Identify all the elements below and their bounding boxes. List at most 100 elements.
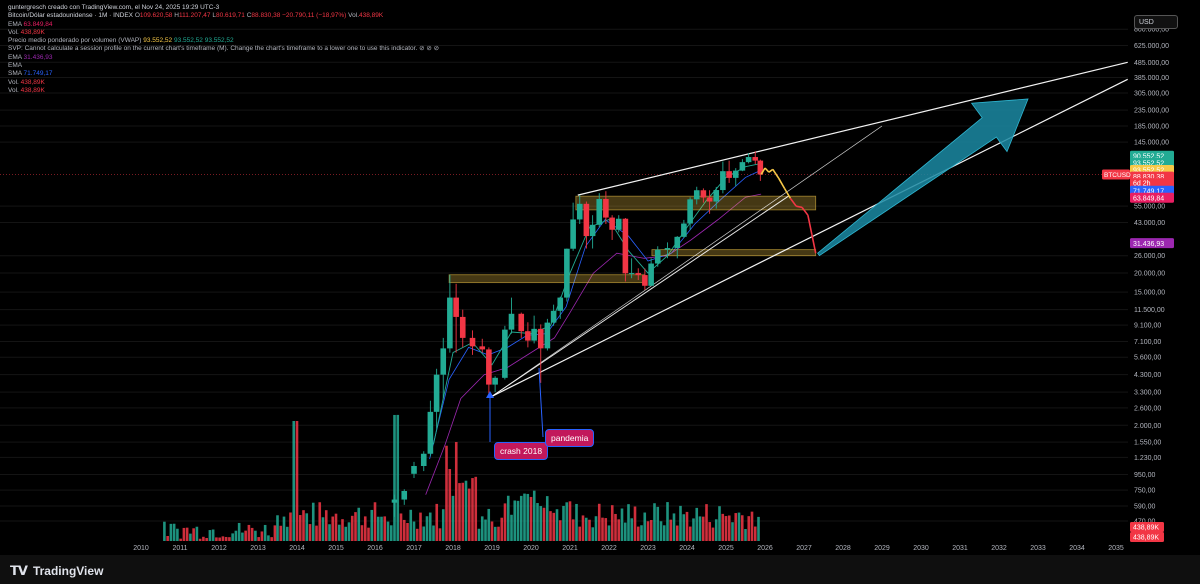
volume-bar bbox=[588, 519, 591, 541]
volume-bar bbox=[267, 535, 270, 541]
candle-body bbox=[492, 377, 498, 385]
svp-hidden-icons[interactable]: ⊘ ⊘ ⊘ bbox=[419, 45, 440, 53]
y-tick-label: 11.500,00 bbox=[1134, 307, 1165, 314]
ema-line-1[interactable]: EMA 63.849,84 bbox=[8, 21, 439, 29]
projection-segment bbox=[760, 167, 766, 175]
x-tick-label: 2033 bbox=[1030, 545, 1046, 552]
candle-body bbox=[427, 411, 434, 454]
volume-bar bbox=[273, 525, 277, 541]
volume-bar bbox=[202, 536, 205, 541]
x-tick-label: 2035 bbox=[1108, 545, 1124, 552]
candle-body bbox=[486, 349, 492, 385]
tradingview-brand[interactable]: 𝗧𝗩 TradingView bbox=[10, 563, 103, 579]
volume-bar bbox=[360, 525, 364, 541]
candle-body bbox=[537, 328, 544, 349]
candle-body bbox=[687, 199, 693, 224]
currency-selector[interactable]: USD bbox=[1134, 15, 1178, 29]
annotation-crash-2018[interactable]: crash 2018 bbox=[494, 442, 549, 460]
ema-line-3[interactable]: EMA bbox=[8, 62, 439, 70]
volume-bar bbox=[744, 528, 747, 541]
sma-line bbox=[429, 169, 762, 460]
y-tick-label: 7.100,00 bbox=[1134, 339, 1161, 346]
x-tick-label: 2016 bbox=[367, 545, 383, 552]
volume-bar bbox=[692, 518, 695, 541]
projection-segment bbox=[801, 206, 809, 216]
volume-bar bbox=[211, 529, 215, 541]
volume-bar bbox=[260, 531, 264, 541]
svp-line[interactable]: SVP: Cannot calculate a session profile … bbox=[8, 45, 439, 53]
volume-bar bbox=[409, 509, 413, 541]
volume-bar bbox=[757, 516, 760, 541]
vwap-value-3: 93.552,52 bbox=[204, 37, 234, 45]
ema1-value: 63.849,84 bbox=[23, 20, 53, 28]
target-arrow bbox=[486, 98, 1029, 442]
x-tick-label: 2013 bbox=[250, 545, 266, 552]
volume-bar bbox=[620, 508, 624, 541]
volume-bar bbox=[179, 538, 182, 541]
ohlc-l-key: L bbox=[212, 12, 216, 20]
volume-bar bbox=[451, 495, 455, 541]
candle-body bbox=[615, 218, 622, 230]
volume-bar bbox=[604, 518, 608, 541]
candle-body bbox=[757, 160, 764, 175]
volume-bar bbox=[506, 495, 510, 541]
y-tick-label: 185.000,00 bbox=[1134, 124, 1169, 131]
candle-body bbox=[447, 297, 453, 349]
candle-body bbox=[469, 337, 476, 347]
volume-bar bbox=[341, 519, 344, 541]
projection-segment bbox=[811, 234, 817, 254]
pandemic-pointer bbox=[538, 367, 544, 438]
volume-bar bbox=[679, 505, 682, 541]
annotation-pandemic[interactable]: pandemia bbox=[545, 429, 595, 447]
volume-label-text: 438,89K bbox=[1133, 525, 1159, 532]
support-zone bbox=[651, 249, 817, 257]
candle-body bbox=[681, 223, 687, 237]
vol-line-2[interactable]: Vol. 438,89K bbox=[8, 79, 439, 87]
axes: 800.000,00 625.000,00 485.000,00 385.000,00… bbox=[133, 27, 1174, 552]
x-tick-label: 2020 bbox=[523, 545, 539, 552]
x-tick-label: 2031 bbox=[952, 545, 968, 552]
ohlc-o-key: O bbox=[134, 12, 140, 20]
volume-bar bbox=[461, 482, 465, 541]
price-label-box bbox=[1130, 192, 1174, 203]
volume-bar bbox=[285, 526, 289, 541]
volume-bar bbox=[331, 516, 335, 541]
vol1-key: Vol. bbox=[8, 28, 19, 36]
vwap-line[interactable]: Precio medio ponderado por volumen (VWAP… bbox=[8, 37, 439, 45]
candle-body bbox=[648, 263, 654, 286]
volume-bar bbox=[244, 530, 247, 541]
y-tick-label: 750,00 bbox=[1134, 488, 1156, 495]
x-tick-label: 2034 bbox=[1069, 545, 1085, 552]
volume-bar bbox=[276, 515, 279, 541]
projection-segment bbox=[807, 215, 813, 235]
volume-bar bbox=[328, 524, 331, 541]
volume-bar bbox=[195, 526, 199, 541]
volume-bar bbox=[539, 506, 543, 541]
projection-segment bbox=[796, 205, 803, 209]
projection-segment bbox=[789, 197, 797, 207]
candle-body bbox=[642, 275, 648, 286]
trend-lines bbox=[491, 61, 1128, 397]
ema-line-2[interactable]: EMA 31.436,93 bbox=[8, 54, 439, 62]
price-label-text: 63.849,84 bbox=[1133, 195, 1164, 202]
volume-bar bbox=[350, 515, 354, 541]
sma-line[interactable]: SMA 71.749,17 bbox=[8, 70, 439, 78]
volume-bar bbox=[318, 502, 322, 541]
volume-bar bbox=[370, 509, 374, 541]
volume-bar bbox=[298, 515, 302, 541]
volume-bar bbox=[334, 513, 338, 541]
volume-bar bbox=[189, 533, 192, 541]
volume-bar bbox=[705, 504, 708, 541]
vol-line-3[interactable]: Vol. 438,89K bbox=[8, 87, 439, 95]
volume-bar bbox=[523, 493, 526, 541]
volume-bar bbox=[412, 521, 416, 541]
volume-bar bbox=[724, 516, 728, 541]
volume-bar bbox=[474, 476, 478, 541]
vol-line-1[interactable]: Vol. 438,89K bbox=[8, 29, 439, 37]
projection-segment bbox=[768, 168, 774, 173]
candle-body bbox=[570, 219, 576, 249]
vol1-value: 438,89K bbox=[20, 28, 45, 36]
ohlc-change: −20.790,11 (−18,97%) bbox=[282, 12, 347, 20]
candle-body bbox=[745, 157, 752, 163]
